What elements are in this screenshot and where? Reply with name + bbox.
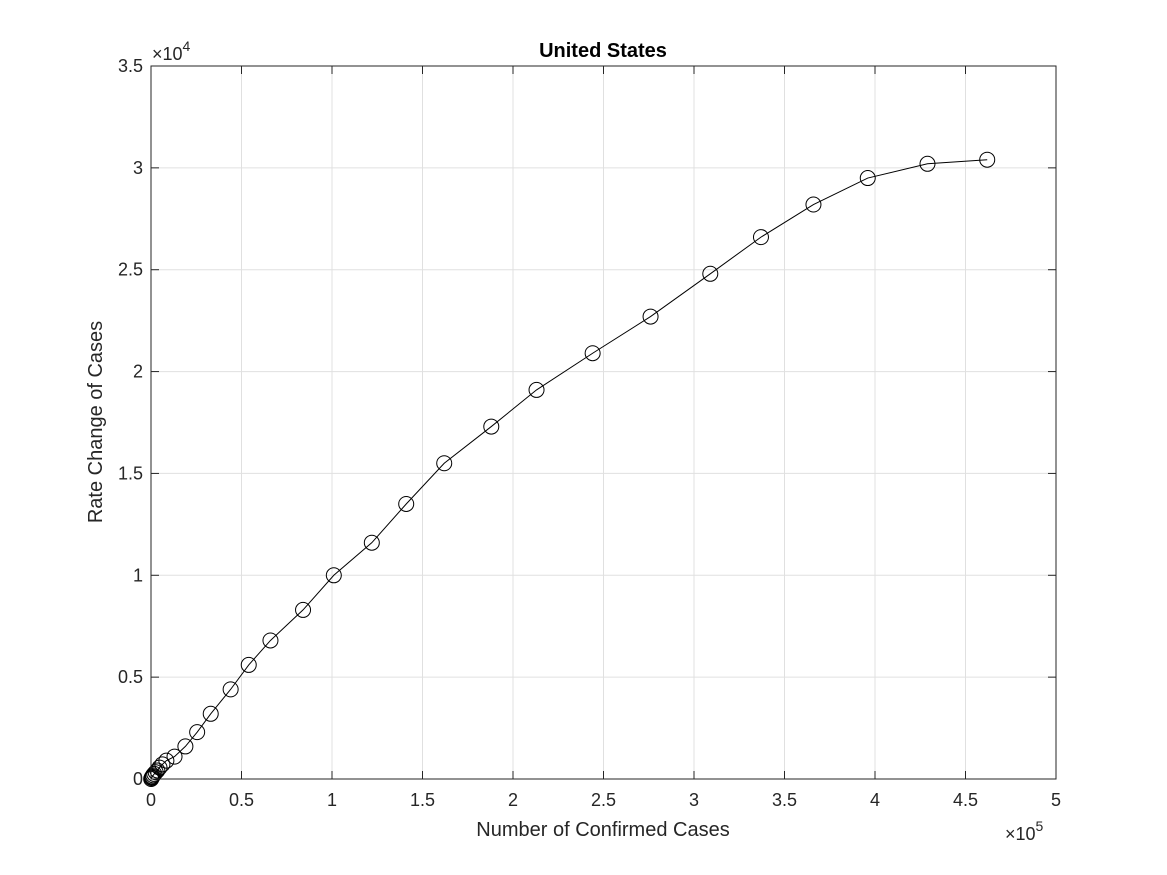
- series-group: [143, 151, 996, 787]
- x-axis-label: Number of Confirmed Cases: [476, 819, 729, 841]
- x-tick-label: 2.5: [591, 790, 616, 810]
- data-point: [919, 155, 936, 172]
- y-tick-label: 1.5: [118, 463, 143, 483]
- data-point: [752, 229, 769, 246]
- y-tick-label: 0.5: [118, 667, 143, 687]
- data-point: [805, 196, 822, 213]
- y-tick-label: 3.5: [118, 56, 143, 76]
- y-tick-label: 3: [133, 158, 143, 178]
- tick-labels: 0 0.5 1 1.5 2 2.5 3 3.5 4 4.5 5 0 0.5 1 1.5 2 2.5 3 3.5: [118, 56, 1061, 810]
- data-point: [979, 151, 996, 168]
- data-point: [166, 748, 183, 765]
- y-multiplier: ×104: [152, 38, 191, 64]
- x-multiplier: ×105: [1005, 818, 1044, 844]
- data-point: [146, 765, 163, 782]
- x-tick-label: 4.5: [953, 790, 978, 810]
- data-point: [642, 308, 659, 325]
- data-point: [154, 756, 171, 773]
- y-tick-label: 2.5: [118, 260, 143, 280]
- data-point: [151, 759, 168, 776]
- x-multiplier-exponent: 5: [1036, 818, 1044, 834]
- data-point: [149, 762, 166, 779]
- ticks: [150, 65, 1057, 780]
- y-tick-label: 0: [133, 769, 143, 789]
- y-tick-label: 1: [133, 565, 143, 585]
- data-point: [436, 455, 453, 472]
- y-axis-label: Rate Change of Cases: [85, 321, 107, 523]
- data-point: [584, 345, 601, 362]
- data-point: [240, 656, 257, 673]
- x-tick-label: 1: [327, 790, 337, 810]
- data-point: [222, 681, 239, 698]
- x-tick-label: 4: [870, 790, 880, 810]
- data-point: [262, 632, 279, 649]
- data-point: [202, 705, 219, 722]
- data-point: [363, 534, 380, 551]
- x-tick-label: 2: [508, 790, 518, 810]
- chart-title: United States: [539, 40, 667, 62]
- x-tick-label: 1.5: [410, 790, 435, 810]
- y-multiplier-exponent: 4: [183, 38, 191, 54]
- data-point: [859, 170, 876, 187]
- y-tick-label: 2: [133, 362, 143, 382]
- data-point: [295, 601, 312, 618]
- x-tick-label: 0.5: [229, 790, 254, 810]
- data-point: [189, 724, 206, 741]
- data-point: [177, 738, 194, 755]
- data-point: [158, 752, 175, 769]
- data-point: [528, 381, 545, 398]
- x-tick-label: 0: [146, 790, 156, 810]
- x-tick-label: 5: [1051, 790, 1061, 810]
- data-point: [702, 265, 719, 282]
- data-point: [398, 495, 415, 512]
- y-multiplier-base: ×10: [152, 44, 183, 64]
- data-point: [483, 418, 500, 435]
- data-point: [325, 567, 342, 584]
- x-tick-label: 3.5: [772, 790, 797, 810]
- x-multiplier-base: ×10: [1005, 824, 1036, 844]
- x-tick-label: 3: [689, 790, 699, 810]
